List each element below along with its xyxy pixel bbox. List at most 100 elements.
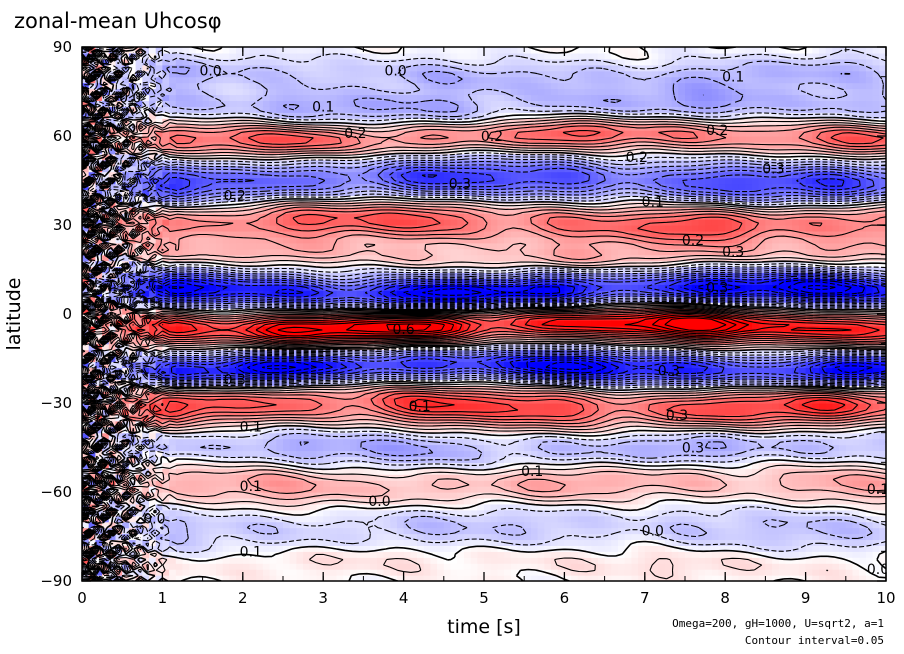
heatmap-cell xyxy=(296,254,304,262)
heatmap-cell xyxy=(390,575,398,581)
heatmap-cell xyxy=(222,248,230,256)
heatmap-cell xyxy=(410,213,418,220)
heatmap-cell xyxy=(242,480,251,487)
heatmap-cell xyxy=(289,551,297,558)
heatmap-cell xyxy=(169,468,177,475)
heatmap-cell xyxy=(390,195,398,202)
heatmap-cell xyxy=(430,545,438,552)
heatmap-cell xyxy=(443,225,452,232)
heatmap-cell xyxy=(189,130,197,137)
heatmap-cell xyxy=(443,219,452,226)
heatmap-cell xyxy=(363,480,371,487)
heatmap-cell xyxy=(249,183,257,190)
heatmap-cell xyxy=(269,272,277,279)
heatmap-cell xyxy=(202,509,210,517)
heatmap-cell xyxy=(417,527,425,535)
heatmap-cell xyxy=(222,171,230,179)
heatmap-cell xyxy=(135,373,143,380)
heatmap-cell xyxy=(336,296,344,303)
heatmap-cell xyxy=(149,70,157,78)
heatmap-cell xyxy=(370,468,378,475)
heatmap-cell xyxy=(417,112,425,119)
heatmap-cell xyxy=(262,124,271,131)
heatmap-cell xyxy=(189,52,197,60)
heatmap-cell xyxy=(390,64,398,72)
heatmap-cell xyxy=(229,468,237,475)
heatmap-cell xyxy=(276,106,284,113)
heatmap-cell xyxy=(242,266,251,274)
heatmap-cell xyxy=(189,521,197,529)
heatmap-cell xyxy=(390,272,398,279)
heatmap-cell xyxy=(356,557,364,564)
heatmap-cell xyxy=(309,225,318,232)
heatmap-cell xyxy=(437,575,445,581)
heatmap-cell xyxy=(102,497,110,505)
heatmap-cell xyxy=(309,503,318,511)
heatmap-cell xyxy=(149,403,157,410)
heatmap-cell xyxy=(182,76,190,84)
heatmap-cell xyxy=(249,314,257,321)
heatmap-cell xyxy=(135,284,143,291)
heatmap-cell xyxy=(289,361,297,368)
heatmap-cell xyxy=(363,438,371,446)
heatmap-cell xyxy=(162,171,170,179)
heatmap-cell xyxy=(276,497,284,505)
heatmap-cell xyxy=(108,325,117,333)
heatmap-cell xyxy=(283,272,291,279)
heatmap-cell xyxy=(376,183,385,190)
heatmap-cell xyxy=(390,527,398,535)
heatmap-cell xyxy=(370,551,378,558)
heatmap-cell xyxy=(309,171,318,179)
heatmap-cell xyxy=(202,468,210,475)
heatmap-cell xyxy=(443,278,452,285)
heatmap-cell xyxy=(82,497,90,505)
heatmap-cell xyxy=(417,165,425,173)
heatmap-cell xyxy=(256,468,264,475)
heatmap-cell xyxy=(443,165,452,173)
heatmap-cell xyxy=(403,112,411,119)
heatmap-cell xyxy=(376,254,385,262)
heatmap-cell xyxy=(222,575,230,581)
heatmap-cell xyxy=(437,438,445,446)
heatmap-cell xyxy=(376,236,385,244)
heatmap-cell xyxy=(296,331,304,339)
heatmap-cell xyxy=(336,64,344,72)
heatmap-cell xyxy=(222,213,230,220)
heatmap-cell xyxy=(222,521,230,529)
heatmap-cell xyxy=(195,521,204,529)
heatmap-cell xyxy=(189,515,197,523)
heatmap-cell xyxy=(142,290,150,297)
heatmap-cell xyxy=(182,533,190,541)
heatmap-cell xyxy=(363,272,371,279)
heatmap-cell xyxy=(410,183,418,190)
heatmap-cell xyxy=(182,486,190,493)
heatmap-cell xyxy=(363,545,371,552)
heatmap-cell xyxy=(195,219,204,226)
heatmap-cell xyxy=(276,557,284,564)
heatmap-cell xyxy=(149,503,157,511)
heatmap-cell xyxy=(256,575,264,581)
heatmap-cell xyxy=(175,248,184,256)
heatmap-cell xyxy=(189,349,197,357)
heatmap-cell xyxy=(403,94,411,101)
heatmap-cell xyxy=(390,213,398,220)
heatmap-cell xyxy=(376,94,385,101)
heatmap-cell xyxy=(363,266,371,274)
heatmap-cell xyxy=(135,545,143,552)
heatmap-cell xyxy=(169,64,177,72)
heatmap-cell xyxy=(417,325,425,333)
heatmap-cell xyxy=(155,486,163,493)
heatmap-cell xyxy=(323,569,331,576)
heatmap-cell xyxy=(363,230,371,238)
heatmap-cell xyxy=(175,438,184,446)
heatmap-cell xyxy=(323,325,331,333)
heatmap-cell xyxy=(135,509,143,517)
heatmap-cell xyxy=(169,557,177,564)
heatmap-cell xyxy=(142,450,150,457)
heatmap-cell xyxy=(363,254,371,262)
heatmap-cell xyxy=(289,64,297,72)
heatmap-cell xyxy=(423,141,431,149)
heatmap-cell xyxy=(443,444,452,452)
heatmap-cell xyxy=(430,159,438,167)
